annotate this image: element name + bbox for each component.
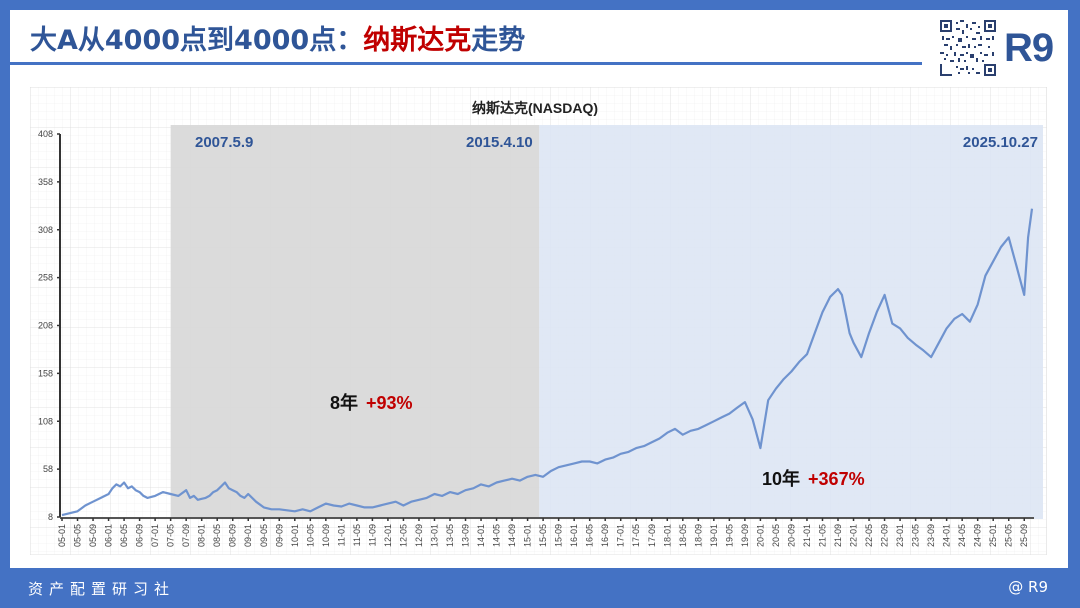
region-1-years: 8年 (330, 392, 358, 413)
x-tick-label: 23-05 (911, 524, 921, 547)
x-tick-label: 18-01 (662, 524, 672, 547)
x-tick-label: 19-01 (709, 524, 719, 547)
x-tick-label: 25-09 (1019, 524, 1029, 547)
x-tick-label: 05-01 (57, 524, 67, 547)
y-tick-label: 158 (38, 368, 53, 378)
x-tick-label: 06-01 (104, 524, 114, 547)
x-tick-label: 08-05 (212, 524, 222, 547)
x-tick-label: 07-05 (166, 524, 176, 547)
y-tick-label: 8 (48, 512, 53, 522)
x-tick-label: 05-09 (88, 524, 98, 547)
x-tick-label: 10-09 (321, 524, 331, 547)
x-tick-label: 09-09 (274, 524, 284, 547)
x-tick-label: 10-01 (290, 524, 300, 547)
footer-handle: @ R9 (1008, 578, 1048, 596)
x-tick-label: 05-05 (73, 524, 83, 547)
x-tick-label: 14-01 (476, 524, 486, 547)
page-title: 大A从4000点到4000点：纳斯达克走势 (30, 18, 525, 57)
x-tick-label: 13-09 (461, 524, 471, 547)
x-tick-label: 08-09 (228, 524, 238, 547)
x-tick-label: 21-05 (817, 524, 827, 547)
y-tick-label: 58 (43, 464, 53, 474)
x-tick-label: 19-05 (724, 524, 734, 547)
x-tick-label: 21-09 (833, 524, 843, 547)
x-tick-label: 23-09 (926, 524, 936, 547)
chart-title: 纳斯达克(NASDAQ) (472, 100, 598, 116)
y-tick-label: 208 (38, 321, 53, 331)
region-1-change: +93% (366, 393, 413, 413)
x-tick-label: 13-05 (445, 524, 455, 547)
x-tick-label: 09-05 (259, 524, 269, 547)
x-tick-label: 13-01 (429, 524, 439, 547)
x-tick-label: 11-01 (336, 524, 346, 546)
x-tick-label: 16-01 (569, 524, 579, 547)
region-end-date: 2025.10.27 (963, 134, 1038, 151)
x-tick-label: 18-09 (693, 524, 703, 547)
title-suffix: 走势 (471, 25, 526, 56)
x-tick-label: 09-01 (243, 524, 253, 547)
x-tick-label: 21-01 (802, 524, 812, 547)
x-tick-label: 22-09 (880, 524, 890, 547)
chart-container: 8 58 108 158 208 258 308 358 408 05-01 05-05 05-09… (29, 86, 1048, 556)
x-tick-label: 08-01 (197, 524, 207, 547)
y-tick-label: 108 (38, 416, 53, 426)
nasdaq-line-chart: 8 58 108 158 208 258 308 358 408 05-01 05-05 05-09… (29, 86, 1048, 556)
nasdaq-line (61, 208, 1034, 517)
x-tick-label: 11-05 (352, 524, 362, 546)
x-tick-label: 20-09 (786, 524, 796, 547)
x-tick-label: 20-05 (771, 524, 781, 547)
x-tick-label: 11-09 (367, 524, 377, 546)
y-tick-label: 258 (38, 273, 53, 283)
title-divider (10, 62, 922, 65)
y-tick-label: 308 (38, 225, 53, 235)
x-tick-label: 10-05 (305, 524, 315, 547)
x-tick-label: 22-01 (849, 524, 859, 547)
x-tick-label: 17-09 (647, 524, 657, 547)
x-tick-label: 25-05 (1004, 524, 1014, 547)
x-tick-label: 25-01 (988, 524, 998, 547)
x-tick-label: 15-09 (554, 524, 564, 547)
x-axis: 05-01 05-05 05-09 06-01 06-05 06-09 07-01 07-05… (57, 517, 1034, 547)
region-mid-date: 2015.4.10 (466, 134, 533, 151)
x-tick-label: 15-05 (538, 524, 548, 547)
x-tick-label: 14-05 (492, 524, 502, 547)
x-tick-label: 24-09 (973, 524, 983, 547)
x-tick-label: 20-01 (755, 524, 765, 547)
x-tick-label: 06-05 (119, 524, 129, 547)
y-tick-label: 358 (38, 177, 53, 187)
region-gray (170, 125, 540, 519)
brand-logo: R9 (1004, 26, 1054, 70)
x-tick-label: 12-09 (414, 524, 424, 547)
x-tick-label: 19-09 (740, 524, 750, 547)
x-tick-label: 12-05 (398, 524, 408, 547)
region-2-change: +367% (808, 469, 865, 489)
x-tick-label: 16-09 (600, 524, 610, 547)
region-blue (539, 125, 1043, 519)
title-prefix: 大A从4000点到4000点： (30, 25, 364, 56)
x-tick-label: 23-01 (895, 524, 905, 547)
x-tick-label: 17-01 (616, 524, 626, 547)
x-tick-label: 17-05 (631, 524, 641, 547)
y-tick-label: 408 (38, 129, 53, 139)
x-tick-label: 07-01 (150, 524, 160, 547)
x-tick-label: 15-01 (523, 524, 533, 547)
y-axis: 8 58 108 158 208 258 308 358 408 (38, 129, 61, 522)
x-tick-label: 07-09 (181, 524, 191, 547)
x-tick-label: 24-05 (957, 524, 967, 547)
shaded-regions (170, 125, 1043, 519)
region-2-duration: 10年 +367% (762, 468, 865, 489)
region-1-duration: 8年 +93% (330, 392, 413, 413)
x-tick-label: 14-09 (507, 524, 517, 547)
title-accent: 纳斯达克 (363, 25, 472, 56)
x-tick-label: 22-05 (864, 524, 874, 547)
x-tick-label: 06-09 (135, 524, 145, 547)
region-2-years: 10年 (762, 468, 800, 489)
qr-code-icon (940, 20, 996, 76)
x-tick-label: 16-05 (585, 524, 595, 547)
x-tick-label: 18-05 (678, 524, 688, 547)
region-start-date: 2007.5.9 (195, 134, 253, 151)
x-tick-label: 12-01 (383, 524, 393, 547)
footer-brand: 资产配置研习社 (28, 580, 176, 598)
x-tick-label: 24-01 (942, 524, 952, 547)
